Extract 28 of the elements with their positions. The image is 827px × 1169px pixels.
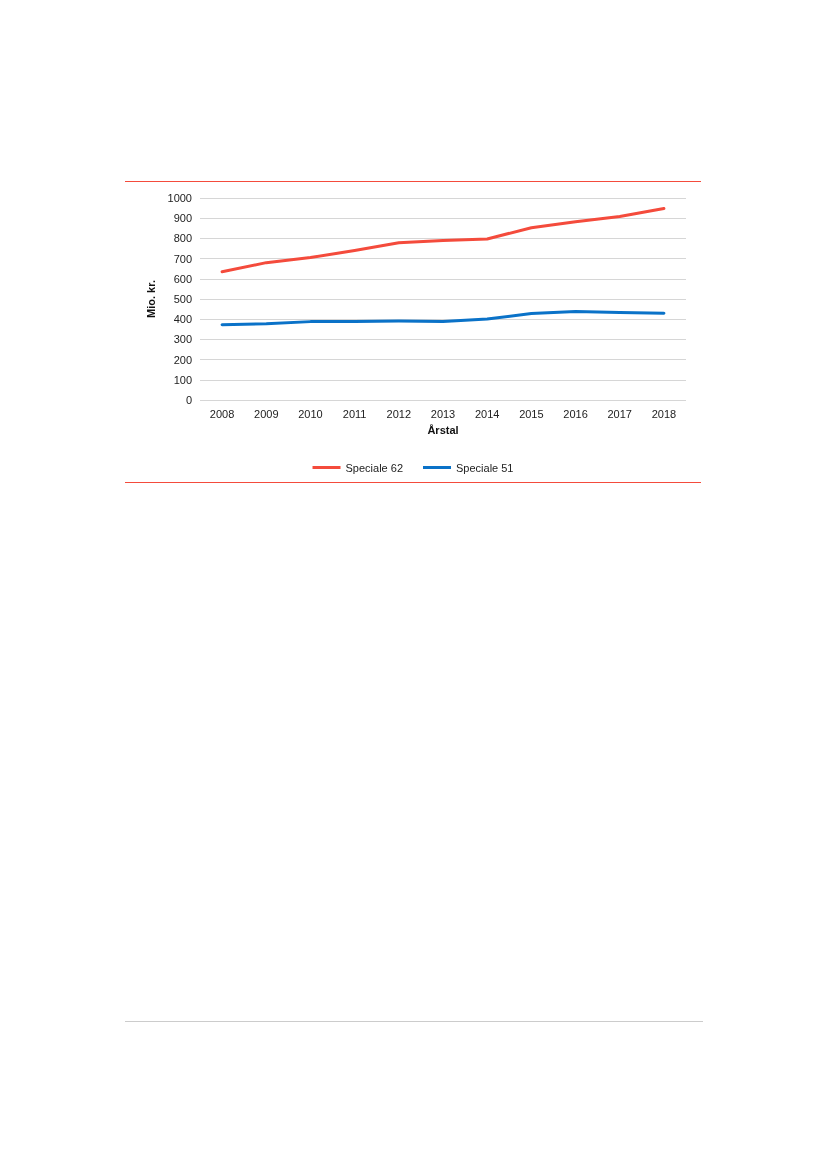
y-tick-label: 0 <box>185 394 192 406</box>
x-tick-label: 2008 <box>209 407 235 420</box>
y-tick-label: 400 <box>173 313 192 326</box>
x-tick-label: 2014 <box>474 407 500 420</box>
x-tick-label: 2010 <box>298 407 323 420</box>
legend-label: Speciale 62 <box>345 461 404 474</box>
y-tick-label: 1000 <box>167 192 192 204</box>
y-tick-label: 200 <box>173 353 192 366</box>
y-tick-label: 600 <box>173 272 192 285</box>
y-tick-label: 100 <box>173 373 192 386</box>
line-series <box>220 310 666 327</box>
x-axis-title: Årstal <box>427 423 459 436</box>
y-axis-title: Mio. kr. <box>144 280 157 318</box>
line-series <box>220 207 666 274</box>
x-tick-label: 2016 <box>563 407 588 420</box>
legend-label: Speciale 51 <box>456 461 514 474</box>
y-tick-label: 300 <box>173 333 192 346</box>
y-tick-label: 900 <box>173 212 192 225</box>
y-tick-label: 500 <box>173 293 192 305</box>
x-tick-label: 2011 <box>342 407 367 420</box>
x-tick-label: 2015 <box>519 407 544 420</box>
x-tick-label: 2009 <box>254 407 279 420</box>
y-tick-label: 700 <box>173 252 192 265</box>
x-tick-label: 2012 <box>386 407 412 420</box>
x-tick-label: 2018 <box>651 407 677 420</box>
x-tick-label: 2013 <box>430 407 456 420</box>
x-tick-label: 2017 <box>607 407 632 420</box>
y-tick-label: 800 <box>173 232 192 245</box>
